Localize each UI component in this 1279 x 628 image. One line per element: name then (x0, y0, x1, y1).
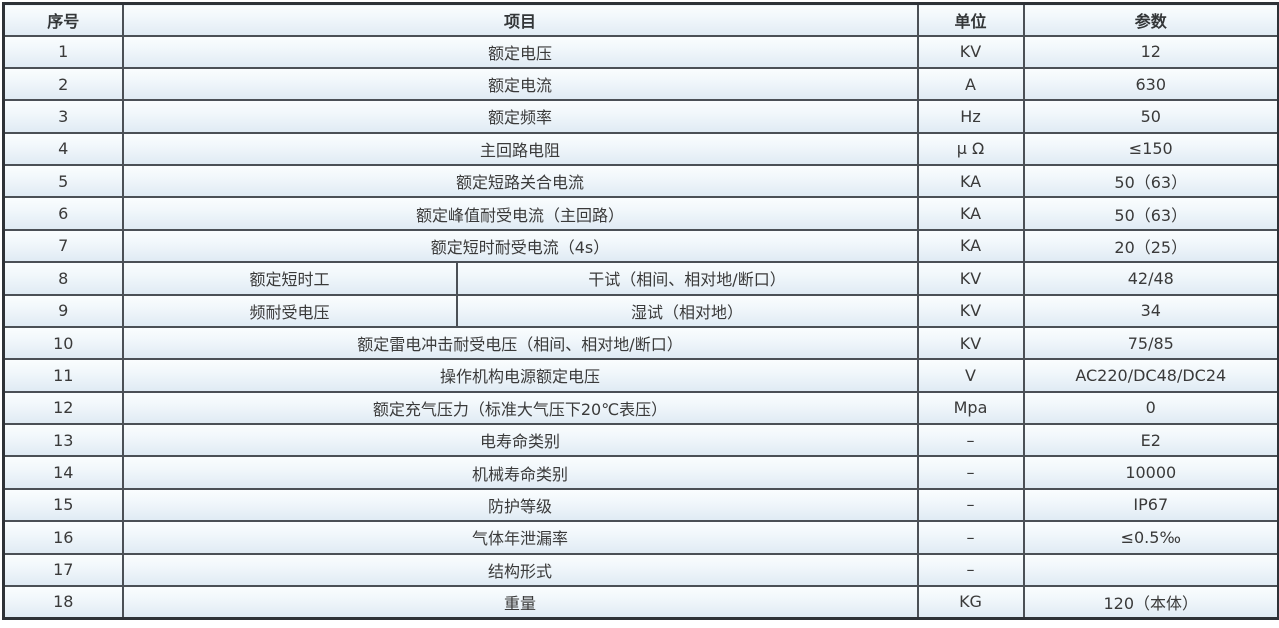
unit-cell: KG (916, 584, 1025, 620)
serial-cell: 13 (2, 422, 124, 458)
table-row: 13 电寿命类别 – E2 (2, 422, 1279, 458)
item-right-cell: 湿试（相对地） (455, 293, 919, 328)
item-cell: 额定短路关合电流 (121, 163, 919, 199)
unit-cell: KA (916, 163, 1025, 199)
table-row: 2 额定电流 A 630 (2, 66, 1279, 102)
item-cell: 气体年泄漏率 (121, 520, 919, 555)
serial-cell: 6 (2, 196, 124, 231)
param-cell: 10000 (1022, 455, 1279, 490)
param-cell: IP67 (1022, 487, 1279, 523)
param-cell: 50（63） (1022, 196, 1279, 231)
param-cell: 20（25） (1022, 228, 1279, 264)
serial-cell: 3 (2, 99, 124, 134)
param-cell: 50（63） (1022, 163, 1279, 199)
table-row: 16 气体年泄漏率 – ≤0.5‰ (2, 520, 1279, 555)
unit-cell: KV (916, 325, 1025, 361)
serial-cell: 4 (2, 131, 124, 167)
param-cell: 34 (1022, 293, 1279, 328)
unit-cell: A (916, 66, 1025, 102)
item-cell: 额定频率 (121, 99, 919, 134)
item-cell: 操作机构电源额定电压 (121, 358, 919, 393)
item-cell: 机械寿命类别 (121, 455, 919, 490)
param-cell: 630 (1022, 66, 1279, 102)
header-row: 序号 项目 单位 参数 (2, 2, 1279, 37)
serial-cell: 2 (2, 66, 124, 102)
col-header-item: 项目 (121, 2, 919, 37)
table-row: 18 重量 KG 120（本体） (2, 584, 1279, 620)
table-row: 1 额定电压 KV 12 (2, 34, 1279, 69)
serial-cell: 8 (2, 261, 124, 296)
item-left-cell: 额定短时工 (121, 261, 458, 296)
item-left-cell: 频耐受电压 (121, 293, 458, 328)
table-row: 5 额定短路关合电流 KA 50（63） (2, 163, 1279, 199)
param-cell: ≤150 (1022, 131, 1279, 167)
param-cell: 120（本体） (1022, 584, 1279, 620)
serial-cell: 15 (2, 487, 124, 523)
serial-cell: 18 (2, 584, 124, 620)
col-header-unit: 单位 (916, 2, 1025, 37)
table-row: 7 额定短时耐受电流（4s） KA 20（25） (2, 228, 1279, 264)
item-cell: 结构形式 (121, 552, 919, 587)
param-cell: ≤0.5‰ (1022, 520, 1279, 555)
item-cell: 防护等级 (121, 487, 919, 523)
unit-cell: μ Ω (916, 131, 1025, 167)
serial-cell: 11 (2, 358, 124, 393)
unit-cell: KA (916, 228, 1025, 264)
serial-cell: 1 (2, 34, 124, 69)
col-header-param: 参数 (1022, 2, 1279, 37)
table-row: 4 主回路电阻 μ Ω ≤150 (2, 131, 1279, 167)
item-cell: 主回路电阻 (121, 131, 919, 167)
unit-cell: – (916, 552, 1025, 587)
item-cell: 额定雷电冲击耐受电压（相间、相对地/断口） (121, 325, 919, 361)
table-row: 17 结构形式 – (2, 552, 1279, 587)
col-header-serial: 序号 (2, 2, 124, 37)
param-cell (1022, 552, 1279, 587)
unit-cell: Hz (916, 99, 1025, 134)
unit-cell: V (916, 358, 1025, 393)
serial-cell: 7 (2, 228, 124, 264)
serial-cell: 5 (2, 163, 124, 199)
table-row: 8 额定短时工 干试（相间、相对地/断口） KV 42/48 (2, 261, 1279, 296)
table-row: 10 额定雷电冲击耐受电压（相间、相对地/断口） KV 75/85 (2, 325, 1279, 361)
unit-cell: KA (916, 196, 1025, 231)
unit-cell: – (916, 487, 1025, 523)
unit-cell: KV (916, 261, 1025, 296)
param-cell: 75/85 (1022, 325, 1279, 361)
param-cell: 0 (1022, 390, 1279, 426)
item-cell: 额定电流 (121, 66, 919, 102)
serial-cell: 17 (2, 552, 124, 587)
table-row: 12 额定充气压力（标准大气压下20℃表压） Mpa 0 (2, 390, 1279, 426)
param-cell: 50 (1022, 99, 1279, 134)
item-right-cell: 干试（相间、相对地/断口） (455, 261, 919, 296)
table-row: 15 防护等级 – IP67 (2, 487, 1279, 523)
item-cell: 额定峰值耐受电流（主回路） (121, 196, 919, 231)
param-cell: 42/48 (1022, 261, 1279, 296)
item-cell: 额定短时耐受电流（4s） (121, 228, 919, 264)
table-row: 14 机械寿命类别 – 10000 (2, 455, 1279, 490)
item-cell: 电寿命类别 (121, 422, 919, 458)
table-row: 3 额定频率 Hz 50 (2, 99, 1279, 134)
table-row: 11 操作机构电源额定电压 V AC220/DC48/DC24 (2, 358, 1279, 393)
unit-cell: – (916, 520, 1025, 555)
unit-cell: KV (916, 34, 1025, 69)
table-row: 6 额定峰值耐受电流（主回路） KA 50（63） (2, 196, 1279, 231)
serial-cell: 16 (2, 520, 124, 555)
unit-cell: Mpa (916, 390, 1025, 426)
unit-cell: – (916, 422, 1025, 458)
unit-cell: – (916, 455, 1025, 490)
param-cell: E2 (1022, 422, 1279, 458)
param-cell: 12 (1022, 34, 1279, 69)
serial-cell: 12 (2, 390, 124, 426)
item-cell: 重量 (121, 584, 919, 620)
param-cell: AC220/DC48/DC24 (1022, 358, 1279, 393)
item-cell: 额定充气压力（标准大气压下20℃表压） (121, 390, 919, 426)
table-row: 9 频耐受电压 湿试（相对地） KV 34 (2, 293, 1279, 328)
item-cell: 额定电压 (121, 34, 919, 69)
serial-cell: 10 (2, 325, 124, 361)
serial-cell: 14 (2, 455, 124, 490)
unit-cell: KV (916, 293, 1025, 328)
serial-cell: 9 (2, 293, 124, 328)
